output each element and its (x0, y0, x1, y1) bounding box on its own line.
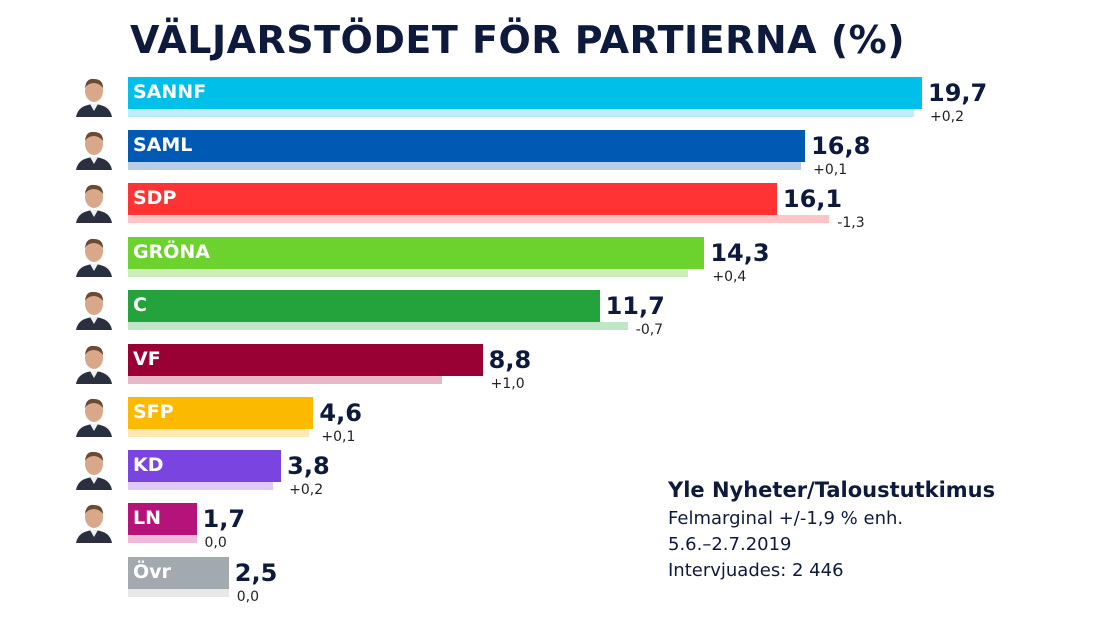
bar-SANNF (128, 77, 922, 109)
bar-row-0: SANNF 19,7 +0,2 (0, 73, 1100, 131)
previous-bar-GRÖNA (128, 269, 689, 277)
party-leader-portrait-icon (72, 340, 116, 384)
source-sample: Intervjuades: 2 446 (668, 560, 844, 581)
source-heading: Yle Nyheter/Taloustutkimus (668, 478, 996, 502)
bar-LN (128, 503, 197, 535)
party-leader-portrait-icon (72, 73, 116, 117)
value-label: 16,8 (811, 132, 871, 160)
previous-bar-LN (128, 535, 197, 543)
bar-C (128, 290, 600, 322)
party-leader-portrait-icon (72, 286, 116, 330)
bar-SFP (128, 397, 314, 429)
change-label: 0,0 (204, 535, 227, 551)
bar-SDP (128, 183, 777, 215)
value-label: 4,6 (319, 399, 362, 427)
source-dates: 5.6.–2.7.2019 (668, 534, 792, 555)
change-label: -0,7 (635, 322, 664, 338)
bar-GRÖNA (128, 237, 705, 269)
change-label: 0,0 (236, 589, 260, 605)
chart-title: VÄLJARSTÖDET FÖR PARTIERNA (%) (130, 18, 906, 62)
party-leader-portrait-icon (72, 126, 116, 170)
party-leader-portrait-icon (72, 499, 116, 543)
change-label: +1,0 (490, 376, 525, 392)
party-label: KD (133, 454, 164, 476)
party-leader-portrait-icon (72, 233, 116, 277)
bar-Övr (128, 557, 229, 589)
change-label: +0,2 (289, 482, 324, 498)
party-label: VF (133, 348, 161, 370)
source-margin: Felmarginal +/-1,9 % enh. (668, 508, 904, 529)
party-leader-portrait-icon (72, 446, 116, 490)
value-label: 3,8 (287, 452, 330, 480)
value-label: 8,8 (488, 346, 532, 374)
bar-VF (128, 344, 483, 376)
previous-bar-Övr (128, 589, 229, 597)
bar-row-2: SDP 16,1 -1,3 (0, 179, 1100, 237)
party-label: LN (133, 507, 162, 529)
previous-bar-SDP (128, 215, 830, 223)
party-label: Övr (133, 561, 171, 583)
previous-bar-KD (128, 482, 274, 490)
previous-bar-C (128, 322, 628, 330)
bar-row-3: GRÖNA 14,3 +0,4 (0, 233, 1100, 291)
previous-bar-SANNF (128, 109, 914, 117)
bar-SAML (128, 130, 806, 162)
previous-bar-SAML (128, 162, 802, 170)
bar-row-1: SAML 16,8 +0,1 (0, 126, 1100, 184)
party-label: SDP (133, 187, 177, 209)
bar-row-4: C 11,7 -0,7 (0, 286, 1100, 344)
party-label: SAML (133, 134, 193, 156)
value-label: 16,1 (782, 185, 843, 213)
value-label: 2,5 (234, 559, 278, 587)
party-label: GRÖNA (133, 241, 210, 263)
value-label: 11,7 (605, 292, 665, 320)
party-leader-portrait-icon (72, 393, 116, 437)
party-label: SFP (133, 401, 174, 423)
bar-row-5: VF 8,8 +1,0 (0, 340, 1100, 398)
value-label: 19,7 (928, 79, 988, 107)
bar-KD (128, 450, 282, 482)
source-note: Yle Nyheter/Taloustutkimus Felmarginal +… (668, 478, 995, 584)
bar-row-7: KD 3,8 +0,2 (0, 446, 1100, 504)
change-label: +0,2 (930, 109, 964, 125)
bar-row-9: Övr 2,5 0,0 (0, 557, 1100, 611)
party-label: C (133, 294, 147, 316)
change-label: +0,4 (712, 269, 747, 285)
party-leader-portrait-icon (72, 179, 116, 223)
change-label: +0,1 (813, 162, 848, 178)
value-label: 14,3 (710, 239, 770, 267)
change-label: -1,3 (837, 215, 865, 231)
previous-bar-SFP (128, 429, 310, 437)
party-label: SANNF (133, 81, 207, 103)
previous-bar-VF (128, 376, 443, 384)
bar-row-8: LN 1,7 0,0 (0, 499, 1100, 557)
value-label: 1,7 (202, 505, 246, 533)
bar-row-6: SFP 4,6 +0,1 (0, 393, 1100, 451)
change-label: +0,1 (321, 429, 356, 445)
